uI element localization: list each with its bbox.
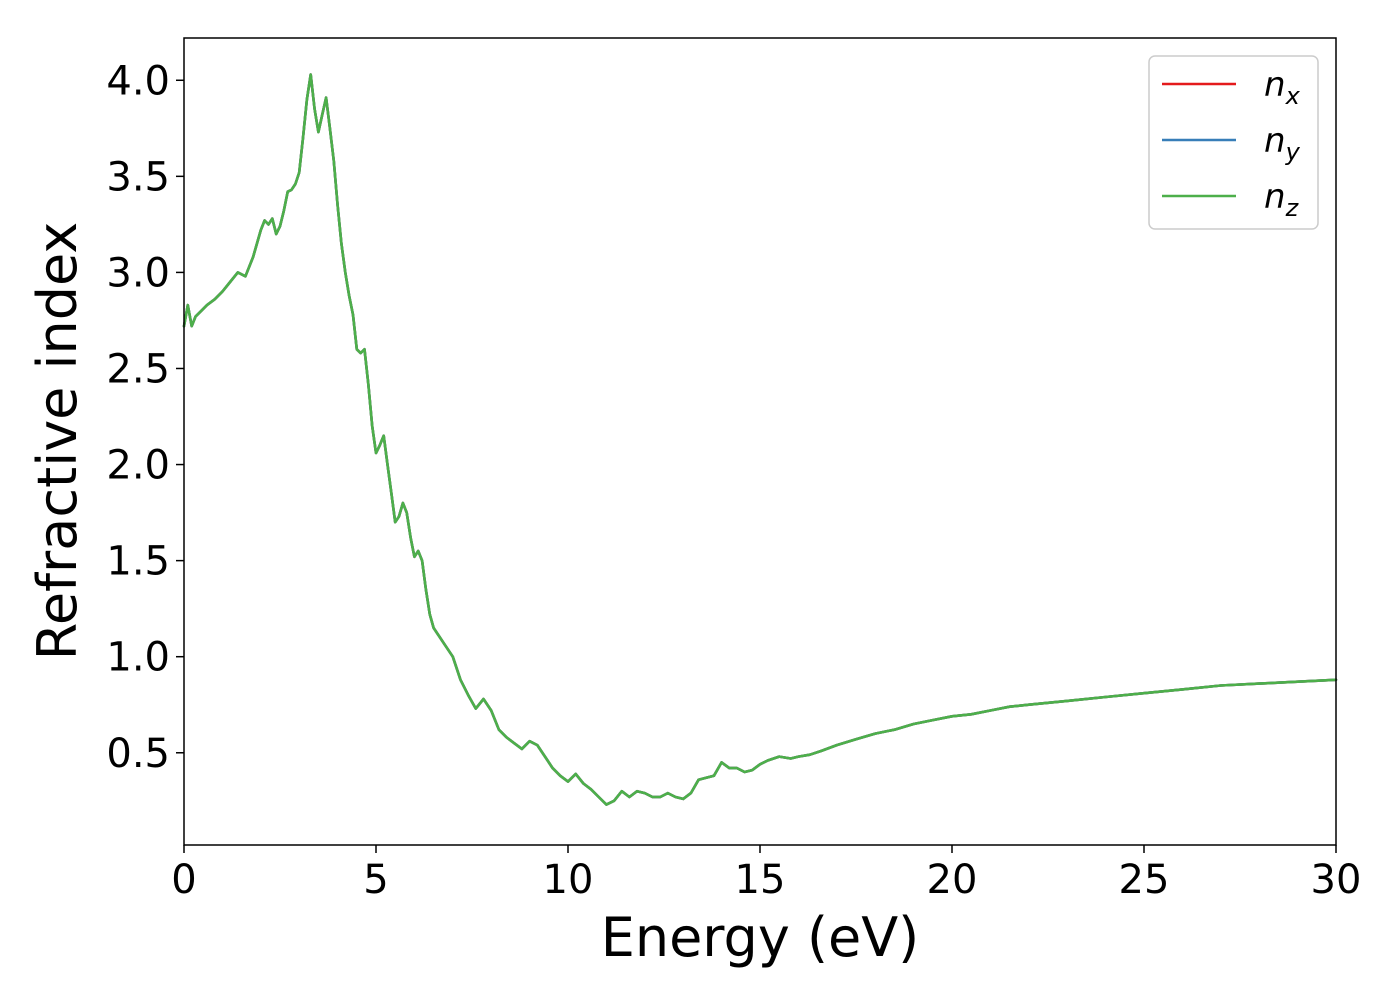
y-tick-label: 2.0 — [106, 443, 170, 489]
x-axis-title: Energy (eV) — [601, 906, 920, 969]
x-tick-label: 25 — [1119, 857, 1170, 903]
series-layer — [182, 73, 1338, 806]
x-tick-label: 0 — [171, 857, 196, 903]
series-line-n-z — [182, 73, 1338, 806]
y-axis-ticks: 0.5 1.0 1.5 2.0 2.5 3.0 3.5 4.0 — [106, 58, 184, 777]
y-tick-label: 0.5 — [106, 731, 170, 777]
y-tick-label: 3.5 — [106, 154, 170, 200]
x-tick-label: 15 — [735, 857, 786, 903]
y-tick-label: 1.0 — [106, 635, 170, 681]
y-tick-label: 2.5 — [106, 346, 170, 392]
y-tick-label: 4.0 — [106, 58, 170, 104]
legend-label-n-z: nz — [1264, 177, 1300, 222]
x-axis-ticks: 0 5 10 15 20 25 30 — [171, 845, 1361, 903]
legend-label-n-y: ny — [1264, 121, 1301, 166]
legend-label-n-x: nx — [1264, 65, 1301, 110]
y-tick-label: 3.0 — [106, 250, 170, 296]
y-axis-title: Refractive index — [26, 222, 89, 661]
x-tick-label: 30 — [1311, 857, 1362, 903]
y-tick-label: 1.5 — [106, 539, 170, 585]
legend-box — [1148, 55, 1319, 230]
x-tick-label: 10 — [543, 857, 594, 903]
x-tick-label: 20 — [927, 857, 978, 903]
legend: nx ny nz — [1148, 55, 1319, 230]
x-tick-label: 5 — [363, 857, 388, 903]
